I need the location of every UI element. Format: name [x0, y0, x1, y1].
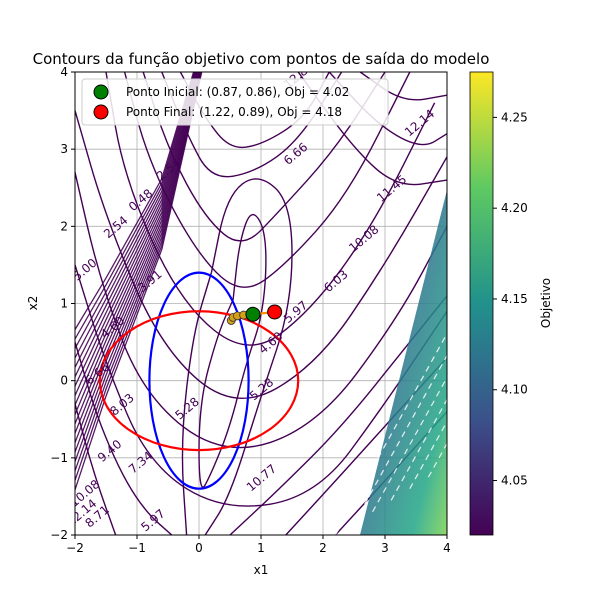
y-tick-label: 3 [60, 142, 68, 156]
contour-line [229, 295, 447, 535]
contour-line [75, 264, 447, 507]
colorbar-tick-label: 4.25 [501, 110, 528, 124]
y-tick-label: 1 [60, 297, 68, 311]
colorbar-ticks: 4.05 4.10 4.15 4.20 4.25 [493, 110, 528, 488]
colorbar-tick-label: 4.05 [501, 474, 528, 488]
legend-marker-final [93, 104, 109, 120]
y-axis-label: x2 [26, 296, 40, 311]
contour-line [75, 403, 117, 535]
contour-line [75, 110, 447, 399]
x-tick-label: 1 [257, 541, 265, 555]
contour-line [181, 272, 213, 535]
legend-marker-initial [93, 84, 109, 100]
y-tick-label: 4 [60, 65, 68, 79]
constraint-ellipses [98, 271, 300, 490]
y-tick-label: −2 [50, 528, 68, 542]
contour-dash-lines [334, 333, 447, 535]
x-tick-label: −2 [66, 541, 84, 555]
colorbar-tick-label: 4.10 [501, 383, 528, 397]
contour-line [75, 172, 447, 449]
contour-dash-line [390, 399, 447, 501]
x-tick-label: −1 [128, 541, 146, 555]
contour-line [75, 72, 200, 417]
constraint-ellipse [148, 271, 250, 490]
y-tick-label: 0 [60, 374, 68, 388]
contour-dash-line [334, 333, 447, 535]
colorbar [469, 71, 494, 536]
chart-title: Contours da função objetivo com pontos d… [33, 50, 490, 68]
contour-line [75, 72, 199, 407]
colorbar-tick-label: 4.15 [501, 292, 528, 306]
legend: Ponto Inicial: (0.87, 0.86), Obj = 4.02 … [81, 78, 389, 126]
legend-label-initial: Ponto Inicial: (0.87, 0.86), Obj = 4.02 [126, 85, 349, 99]
y-axis: −2 −1 0 1 2 3 4 [50, 65, 75, 542]
contour-line [198, 214, 267, 488]
final-point-marker [267, 304, 283, 320]
x-tick-label: 0 [195, 541, 203, 555]
colorbar-label: Objetivo [539, 278, 553, 328]
x-axis: −2 −1 0 1 2 3 4 [66, 535, 451, 555]
contour-line [204, 178, 293, 535]
contour-line [105, 72, 436, 346]
contour-line [75, 72, 201, 436]
initial-point-marker [245, 306, 261, 322]
filled-contour-region [360, 190, 447, 535]
contour-dash-line [409, 421, 447, 489]
x-tick-label: 4 [443, 541, 451, 555]
legend-label-final: Ponto Final: (1.22, 0.89), Obj = 4.18 [126, 105, 342, 119]
contour-dash-line [372, 377, 447, 513]
trajectory [226, 304, 283, 325]
constraint-ellipse [98, 310, 300, 452]
legend-box [81, 78, 389, 126]
x-axis-label: x1 [254, 563, 269, 577]
contour-dash-line [353, 355, 447, 524]
y-tick-label: −1 [50, 451, 68, 465]
contour-line [75, 72, 201, 454]
contour-line [75, 341, 173, 535]
colorbar-tick-label: 4.20 [501, 201, 528, 215]
x-tick-label: 3 [381, 541, 389, 555]
contour-line [75, 72, 201, 445]
y-tick-label: 2 [60, 219, 68, 233]
x-tick-label: 2 [319, 541, 327, 555]
